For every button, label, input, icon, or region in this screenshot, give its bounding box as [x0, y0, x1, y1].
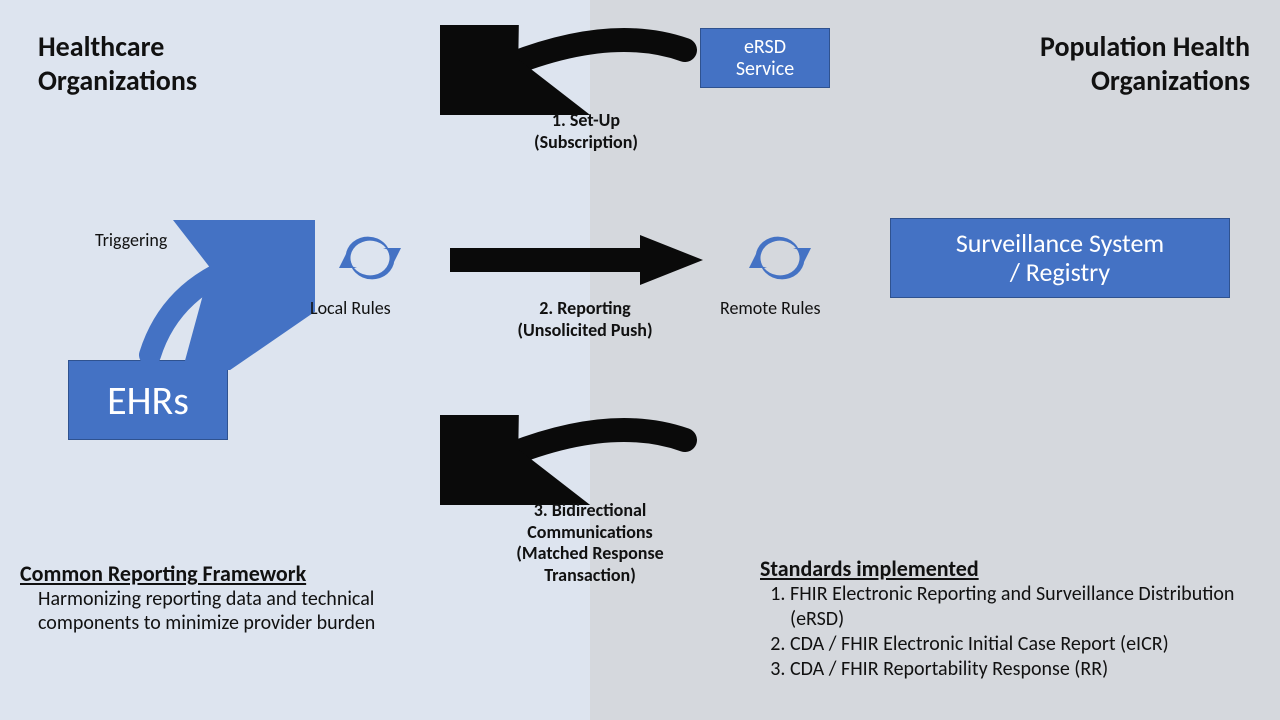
std-title: Standards implemented: [760, 555, 1260, 582]
surveillance-registry-box: Surveillance System / Registry: [890, 218, 1230, 298]
arrow-bidirectional: [440, 415, 700, 505]
arrow-setup: [440, 25, 700, 115]
label-bidirectional: 3. Bidirectional Communications (Matched…: [470, 500, 710, 586]
label-triggering: Triggering: [95, 230, 167, 252]
heading-population-health-orgs: Population Health Organizations: [1040, 30, 1250, 97]
remote-rules-cycle-icon: [745, 230, 815, 286]
ersd-service-box: eRSD Service: [700, 28, 830, 88]
label-setup-l2: (Subscription): [534, 131, 638, 153]
label-bidir-l2: Communications: [527, 521, 652, 543]
local-rules-cycle-icon: [335, 230, 405, 286]
heading-right-line2: Organizations: [1091, 63, 1250, 98]
ersd-line2: Service: [736, 57, 794, 81]
std-item: FHIR Electronic Reporting and Surveillan…: [790, 582, 1260, 632]
std-item: CDA / FHIR Reportability Response (RR): [790, 657, 1260, 682]
label-bidir-l3: (Matched Response: [516, 542, 663, 564]
label-remote-rules: Remote Rules: [720, 298, 821, 320]
label-local-rules: Local Rules: [310, 298, 391, 320]
ehrs-label: EHRs: [107, 376, 189, 425]
arrow-reporting: [445, 230, 705, 290]
heading-right-line1: Population Health: [1040, 29, 1250, 64]
label-setup-l1: 1. Set-Up: [552, 109, 620, 131]
crf-title: Common Reporting Framework: [20, 560, 400, 587]
label-bidir-l1: 3. Bidirectional: [534, 499, 647, 521]
ehrs-box: EHRs: [68, 360, 228, 440]
crf-body: Harmonizing reporting data and technical…: [38, 587, 400, 635]
label-bidir-l4: Transaction): [544, 564, 636, 586]
label-reporting-l2: (Unsolicited Push): [517, 319, 652, 341]
surv-line1: Surveillance System: [956, 227, 1164, 259]
heading-left-line2: Organizations: [38, 63, 197, 98]
ersd-line1: eRSD: [744, 35, 786, 59]
heading-healthcare-orgs: Healthcare Organizations: [38, 30, 197, 97]
std-item: CDA / FHIR Electronic Initial Case Repor…: [790, 632, 1260, 657]
std-list: FHIR Electronic Reporting and Surveillan…: [770, 582, 1260, 682]
common-reporting-framework-block: Common Reporting Framework Harmonizing r…: [20, 560, 400, 635]
heading-left-line1: Healthcare: [38, 29, 164, 64]
label-setup: 1. Set-Up (Subscription): [496, 110, 676, 153]
surv-line2: / Registry: [1010, 256, 1110, 288]
label-reporting: 2. Reporting (Unsolicited Push): [480, 298, 690, 341]
standards-implemented-block: Standards implemented FHIR Electronic Re…: [760, 555, 1260, 682]
label-reporting-l1: 2. Reporting: [539, 297, 630, 319]
